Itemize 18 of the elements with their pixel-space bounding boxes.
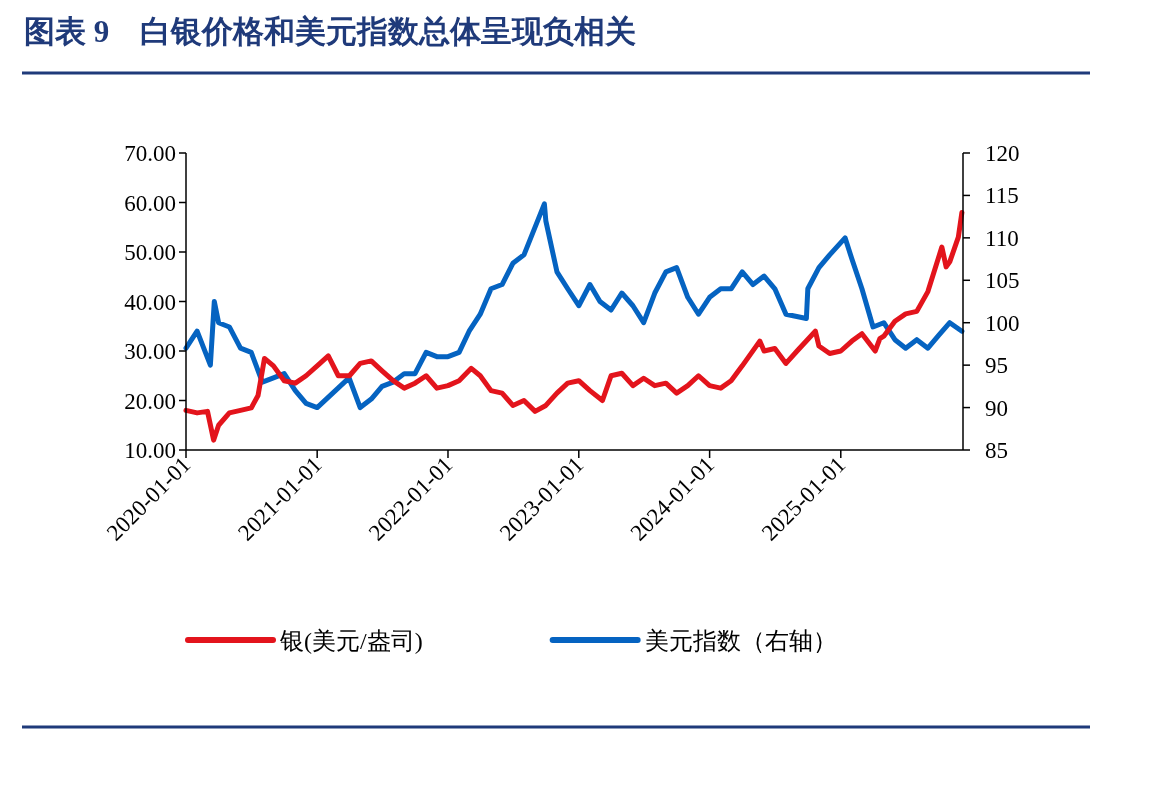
y-tick-label: 40.00 [124,289,176,315]
y-tick-label: 70.00 [124,141,176,166]
y-tick-label: 10.00 [124,438,176,463]
chart-title: 图表 9 白银价格和美元指数总体呈现负相关 [24,14,637,49]
y2-tick-label: 110 [985,225,1019,251]
y-tick-label: 30.00 [124,339,176,364]
y2-tick-label: 85 [985,438,1008,463]
y2-tick-label: 90 [985,395,1008,421]
y2-tick-label: 105 [985,268,1020,294]
y2-tick-label: 115 [985,183,1019,209]
y2-tick-label: 100 [985,310,1020,336]
y2-tick-label: 95 [985,353,1008,379]
y-tick-label: 60.00 [124,190,176,216]
y-tick-label: 20.00 [124,388,176,414]
y2-tick-label: 120 [985,141,1020,166]
legend-label: 银(美元/盎司) [279,628,423,654]
y-tick-label: 50.00 [124,240,176,265]
legend-label: 美元指数（右轴） [644,628,837,654]
